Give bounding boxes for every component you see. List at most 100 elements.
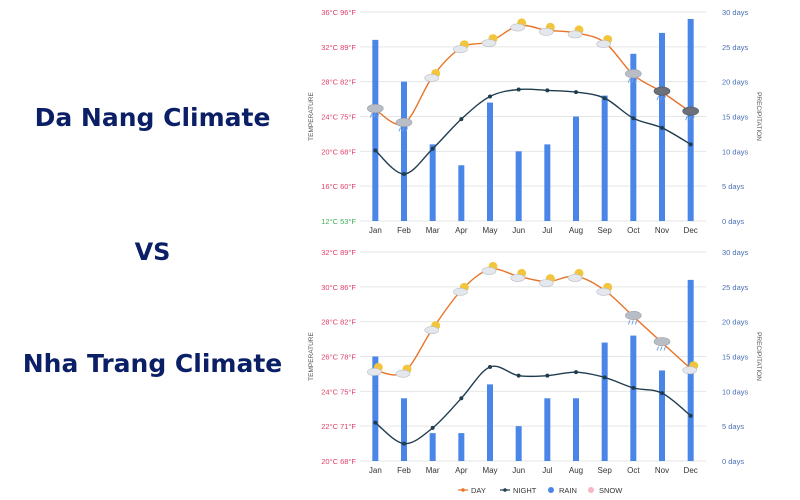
night-point xyxy=(402,441,406,446)
x-tick-label: Sep xyxy=(598,466,613,475)
rain-drop xyxy=(660,346,663,351)
climate-chart-1: 12°C 53°F 16°C 60°F 20°C 68°F 24°C 75°F 28°C… xyxy=(308,8,762,235)
rain-bar xyxy=(487,384,493,461)
night-point xyxy=(430,425,435,430)
rain-drop xyxy=(656,95,659,101)
cloud-rain-icon xyxy=(625,69,642,83)
rain-drop xyxy=(627,320,631,325)
y-tick-label: 24°C 75°F xyxy=(321,387,356,396)
cloud-shape xyxy=(481,39,497,48)
y-tick-label: 16°C 60°F xyxy=(321,182,356,191)
title-nha-trang: Nha Trang Climate xyxy=(22,349,283,378)
partly-sunny-icon xyxy=(510,268,527,282)
rain-bar xyxy=(601,342,608,461)
y-axis-label: TEMPERATURE xyxy=(308,332,315,381)
cloud-shape xyxy=(395,117,413,127)
night-line xyxy=(374,365,692,445)
cloud-rain-icon xyxy=(367,104,384,118)
rain-drop xyxy=(369,113,373,118)
y2-axis-label: PRECIPITATION xyxy=(755,92,762,141)
rain-drop xyxy=(663,95,666,101)
rain-drop xyxy=(376,113,380,118)
x-tick-label: Feb xyxy=(397,226,411,235)
night-point xyxy=(631,116,636,121)
rain-drop xyxy=(663,346,666,351)
y2-tick-label: 15 days xyxy=(722,353,749,362)
night-point xyxy=(688,142,693,147)
x-tick-label: Jul xyxy=(542,466,552,475)
rain-bar xyxy=(630,53,637,221)
y2-tick-label: 5 days xyxy=(722,182,744,191)
x-tick-label: Oct xyxy=(627,466,640,475)
night-point xyxy=(602,96,607,101)
y-tick-label: 28°C 82°F xyxy=(321,318,356,327)
cloud-shape xyxy=(567,273,583,282)
x-tick-label: May xyxy=(482,226,497,235)
x-tick-label: Jan xyxy=(369,226,382,235)
cloud-rain-icon xyxy=(625,310,642,325)
x-tick-label: May xyxy=(482,466,497,475)
night-point xyxy=(660,391,664,396)
night-point xyxy=(602,375,607,380)
y2-tick-label: 20 days xyxy=(722,78,749,87)
cloud-storm-icon xyxy=(682,106,699,121)
y-tick-label: 32°C 89°F xyxy=(321,43,356,52)
y-tick-label: 22°C 71°F xyxy=(321,422,356,431)
cloud-shape xyxy=(424,326,439,335)
cloud-shape xyxy=(539,279,554,288)
rain-bar xyxy=(515,151,522,221)
x-tick-label: Mar xyxy=(426,226,440,235)
cloud-shape xyxy=(682,106,699,116)
cloud-shape xyxy=(367,368,382,376)
night-point xyxy=(688,413,693,418)
x-tick-label: Jun xyxy=(512,226,525,235)
legend-label: RAIN xyxy=(559,486,577,495)
y2-tick-label: 10 days xyxy=(722,387,749,396)
x-tick-label: Jan xyxy=(369,466,382,475)
legend-marker xyxy=(461,488,465,492)
rain-drop xyxy=(402,127,405,132)
rain-drop xyxy=(631,320,634,325)
partly-sunny-icon xyxy=(539,274,555,288)
title-da-nang: Da Nang Climate xyxy=(34,103,271,132)
rain-drop xyxy=(692,115,695,121)
night-point xyxy=(660,125,664,130)
y-tick-label: 20°C 68°F xyxy=(321,147,356,156)
legend-marker xyxy=(548,487,554,493)
y2-tick-label: 30 days xyxy=(722,8,749,17)
cloud-shape xyxy=(539,27,554,36)
legend: DAY NIGHT RAIN SNOW xyxy=(458,486,623,495)
rain-bar xyxy=(515,426,522,461)
cloud-shape xyxy=(510,273,525,282)
partly-sunny-icon xyxy=(453,282,469,296)
cloud-rain-icon xyxy=(395,117,413,132)
rain-bar xyxy=(458,165,465,221)
y2-tick-label: 0 days xyxy=(722,457,744,466)
x-tick-label: Jul xyxy=(542,226,552,235)
y2-axis-label: PRECIPITATION xyxy=(755,332,762,381)
rain-bar xyxy=(601,95,608,221)
rain-bar xyxy=(687,18,694,221)
title-vs: VS xyxy=(134,238,171,266)
x-tick-label: Nov xyxy=(655,226,669,235)
partly-sunny-icon xyxy=(424,68,441,82)
night-point xyxy=(545,88,550,93)
night-point xyxy=(516,373,521,378)
rain-drop xyxy=(660,95,663,101)
rain-bar xyxy=(458,433,465,461)
cloud-shape xyxy=(682,366,697,375)
x-tick-label: Jun xyxy=(512,466,525,475)
x-tick-label: Dec xyxy=(684,226,698,235)
rain-drop xyxy=(627,78,631,83)
legend-label: DAY xyxy=(471,486,486,495)
rain-bar xyxy=(659,370,665,461)
y2-tick-label: 0 days xyxy=(722,217,744,226)
partly-sunny-icon xyxy=(567,268,584,282)
cloud-shape xyxy=(596,40,611,48)
y2-tick-label: 15 days xyxy=(722,113,749,122)
cloud-rain-icon xyxy=(653,337,671,351)
rain-bar xyxy=(487,102,493,221)
legend-marker xyxy=(588,487,594,493)
y-tick-label: 28°C 82°F xyxy=(321,78,356,87)
